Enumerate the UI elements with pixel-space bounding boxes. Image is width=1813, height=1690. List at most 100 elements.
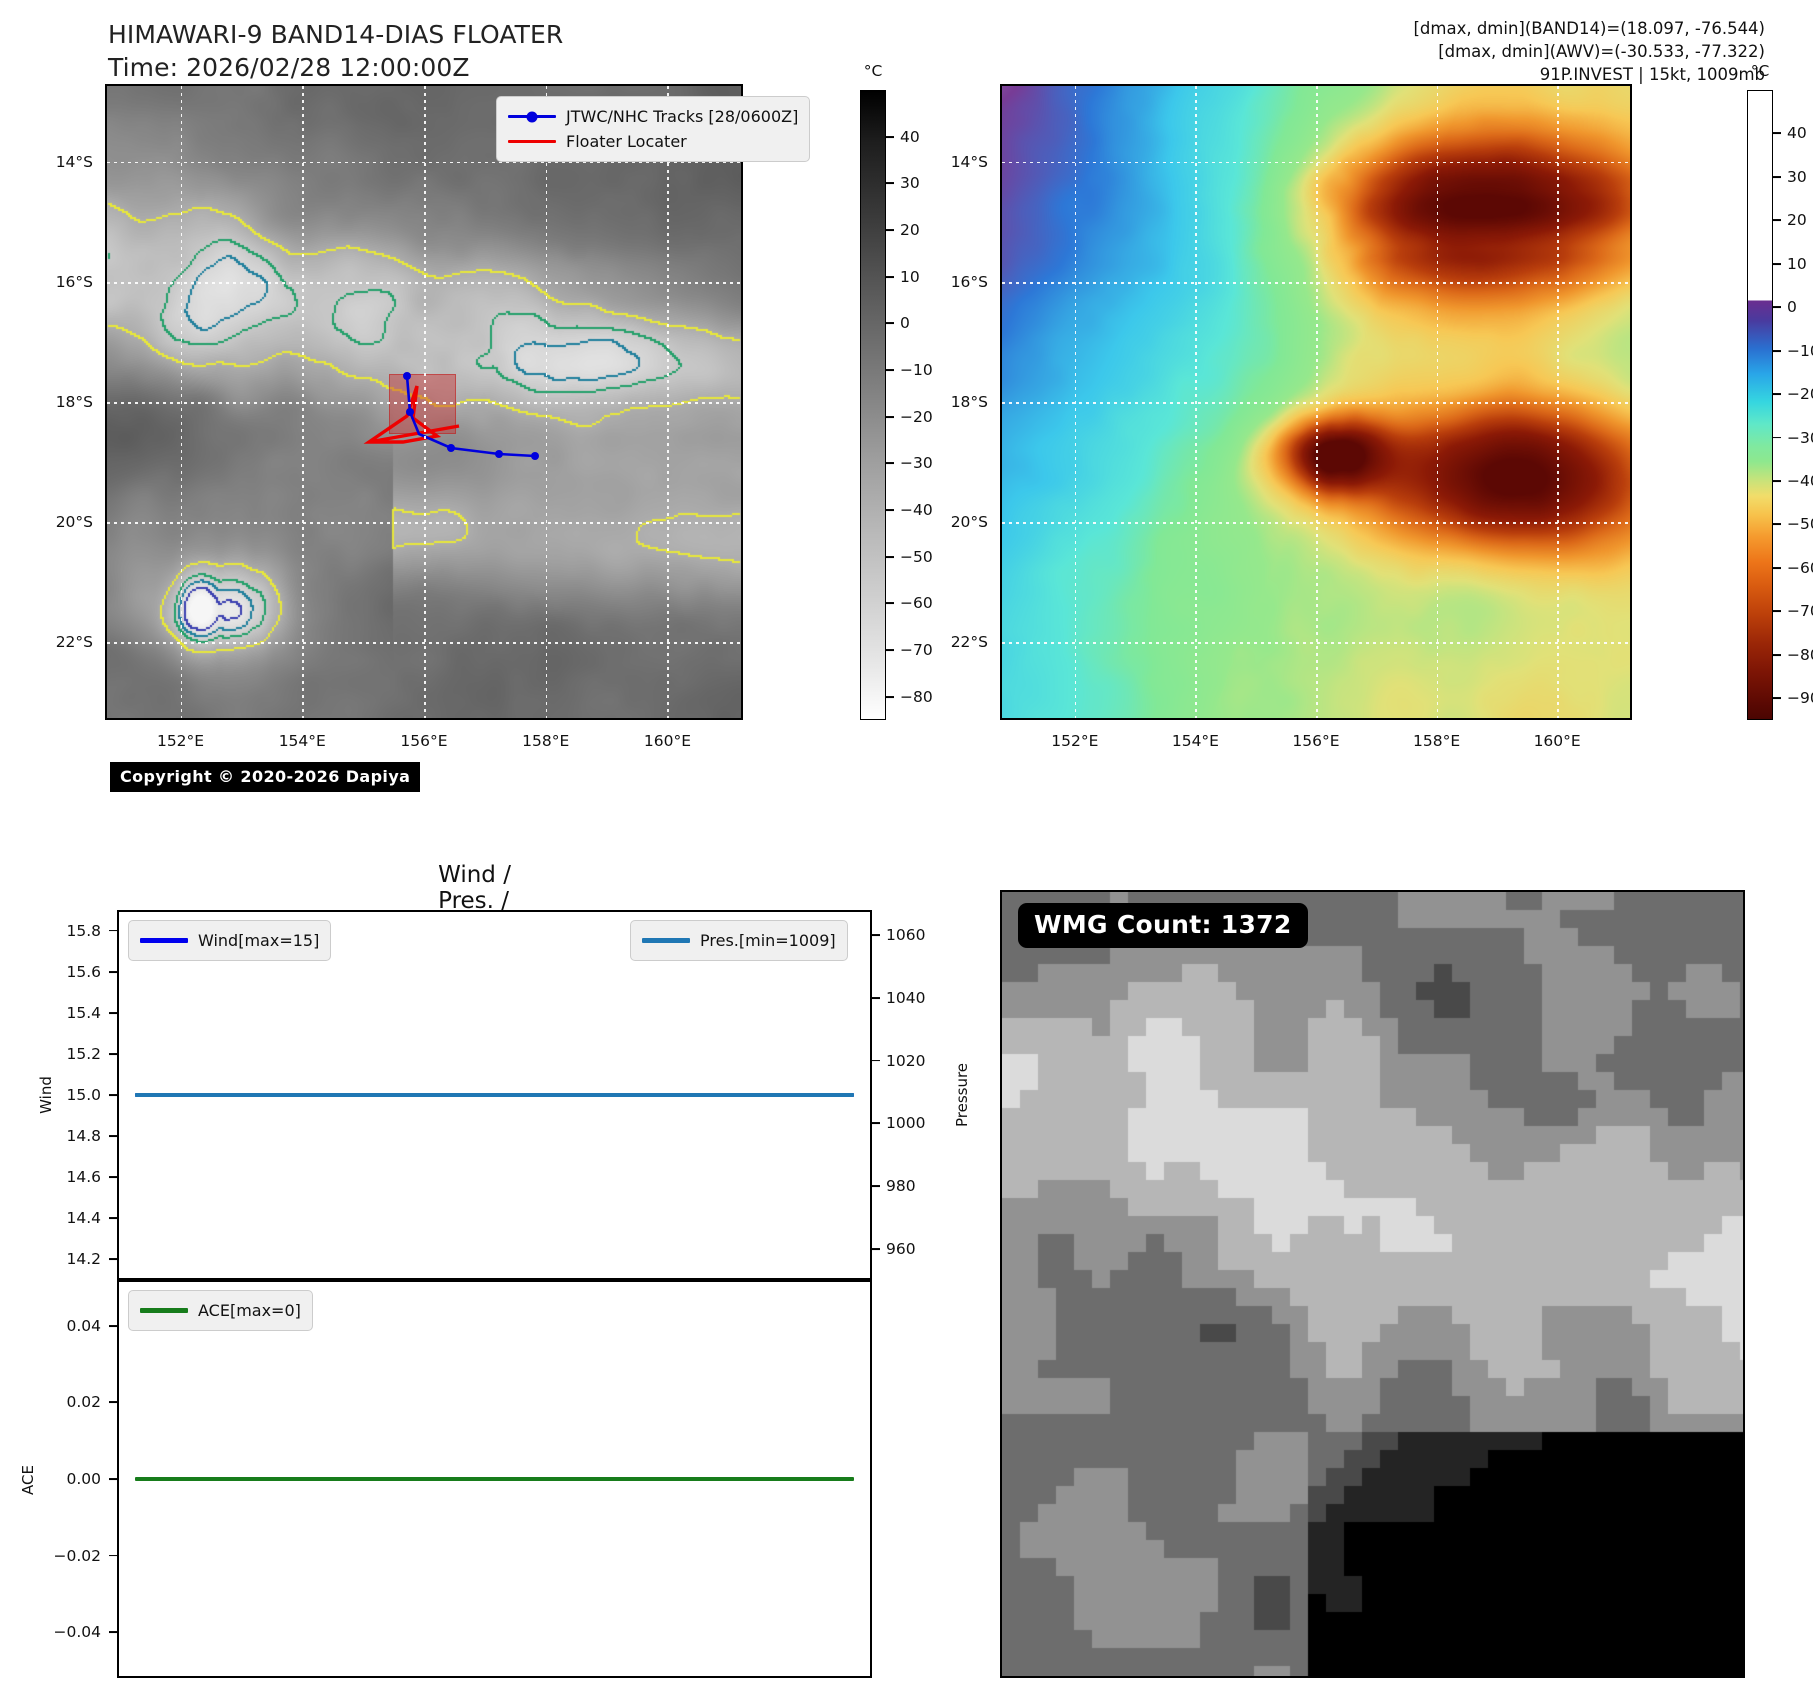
ir-colorbar-tickmark <box>886 462 894 465</box>
awv-map[interactable] <box>1000 84 1632 720</box>
ace-chart-ytickmark <box>109 1401 117 1404</box>
wind-chart-ytick-label: 15.4 <box>66 1003 101 1022</box>
ir-map-lat-tick: 16°S <box>55 272 93 291</box>
ir-colorbar-tickmark <box>886 509 894 511</box>
awv-colorbar-tickmark <box>1773 480 1781 482</box>
floater-locater-path <box>363 385 460 444</box>
awv-colorbar-tickmark <box>1773 610 1781 613</box>
awv-colorbar-tick-label: 20 <box>1787 211 1807 230</box>
awv-colorbar-tick-label: −50 <box>1787 515 1813 534</box>
awv-colorbar-tick-label: 0 <box>1787 298 1797 317</box>
wmg-map[interactable] <box>1000 890 1745 1678</box>
awv-colorbar-tick-label: −90 <box>1787 689 1813 708</box>
wind-chart-ytick-label: 15.0 <box>66 1086 101 1104</box>
ir-map-lon-tick: 152°E <box>156 732 205 750</box>
ir-colorbar-tick-label: 20 <box>900 221 920 239</box>
ir-colorbar-tick-label: −80 <box>900 687 933 706</box>
ir-map-lat-tick: 20°S <box>55 513 93 532</box>
awv-colorbar-tickmark <box>1773 393 1781 396</box>
awv-colorbar-tick-label: −30 <box>1787 428 1813 447</box>
ace-chart-ytick-label: 0.02 <box>66 1393 101 1412</box>
awv-map-lat-tick: 20°S <box>950 513 988 532</box>
ace-axis-label: ACE <box>19 1465 37 1495</box>
ir-colorbar-tick-label: 30 <box>900 174 920 193</box>
ir-colorbar-tickmark <box>886 275 894 278</box>
awv-colorbar <box>1747 90 1773 720</box>
wind-chart-ytick-label: 14.2 <box>66 1250 101 1269</box>
ir-colorbar-unit: °C <box>863 62 883 80</box>
awv-map-gridline-lon <box>1436 86 1439 718</box>
awv-map-lon-tick: 152°E <box>1051 732 1099 750</box>
legend-label-tracks: JTWC/NHC Tracks [28/0600Z] <box>566 107 799 126</box>
ir-colorbar-tickmark <box>886 415 894 418</box>
wind-chart-ytick-label: 14.4 <box>66 1209 101 1228</box>
awv-map-lon-tick: 160°E <box>1533 732 1581 750</box>
wind-chart-y2tickmark <box>872 1184 880 1187</box>
ir-map-lon-tick: 160°E <box>643 732 692 750</box>
wind-chart-ytickmark <box>109 1094 117 1096</box>
ace-legend: ACE[max=0] <box>128 1290 313 1331</box>
wind-chart-y2tickmark <box>872 996 880 999</box>
legend-item-pressure: Pres.[min=1009] <box>642 928 836 953</box>
awv-map-gridline-lon <box>1074 86 1077 718</box>
awv-colorbar-tick-label: −60 <box>1787 558 1813 577</box>
wind-chart-y2tickmark <box>872 1122 880 1125</box>
awv-colorbar-tickmark <box>1773 349 1781 352</box>
awv-map-gridline-lon <box>1195 86 1198 718</box>
track-point-2 <box>447 444 455 452</box>
awv-colorbar-tick-label: −20 <box>1787 385 1813 404</box>
wind-chart-y2tick-label: 1000 <box>886 1114 926 1133</box>
awv-map-lat-tick: 16°S <box>950 272 988 291</box>
ir-colorbar-tickmark <box>886 649 894 651</box>
ir-map-gridline-lon <box>302 86 304 718</box>
ir-colorbar-tickmark <box>886 229 894 231</box>
ir-map-legend: JTWC/NHC Tracks [28/0600Z] Floater Locat… <box>496 96 811 162</box>
pressure-axis-label: Pressure <box>953 1062 971 1128</box>
ir-map[interactable] <box>105 84 743 720</box>
ir-colorbar-tickmark <box>886 135 894 138</box>
track-point-0 <box>403 372 411 380</box>
ir-colorbar-tick-label: 40 <box>900 127 920 146</box>
wmg-count-badge: WMG Count: 1372 <box>1018 903 1308 948</box>
ace-chart-ytickmark <box>109 1324 117 1327</box>
awv-map-lon-tick: 154°E <box>1171 732 1219 750</box>
wind-chart-y2tick-label: 1060 <box>886 926 926 945</box>
legend-item-ace: ACE[max=0] <box>140 1298 301 1323</box>
awv-colorbar-tickmark <box>1773 175 1781 178</box>
wind-chart-ytickmark <box>109 1217 117 1220</box>
wind-chart-y2tickmark <box>872 934 880 937</box>
ir-colorbar-tickmark <box>886 369 894 371</box>
jtwc-track-path <box>405 375 536 458</box>
ir-colorbar-tick-label: 0 <box>900 314 910 333</box>
ir-colorbar-tickmark <box>886 182 894 185</box>
ir-colorbar-tickmark <box>886 555 894 558</box>
wind-chart-ytickmark <box>109 1258 117 1261</box>
wind-chart-ytick-label: 15.8 <box>66 921 101 940</box>
ir-colorbar-tick-label: 10 <box>900 267 920 286</box>
ir-map-gridline-lon <box>545 86 548 718</box>
legend-label-ace: ACE[max=0] <box>198 1301 301 1320</box>
ace-chart-ytick-label: −0.04 <box>53 1623 102 1642</box>
wind-chart-ytickmark <box>109 970 117 973</box>
ir-colorbar-tick-label: −40 <box>900 501 933 519</box>
wind-chart-ytickmark <box>109 1135 117 1138</box>
awv-colorbar-tick-label: −70 <box>1787 602 1813 621</box>
wind-chart-ytick-label: 15.6 <box>66 962 101 981</box>
track-point-1 <box>406 408 414 416</box>
ir-map-gridline-lon <box>180 86 183 718</box>
awv-map-lat-tick: 22°S <box>950 633 988 652</box>
ace-chart-ytick-label: 0.00 <box>66 1470 101 1488</box>
awv-colorbar-tickmark <box>1773 306 1781 309</box>
ace-chart-ytickmark <box>109 1554 117 1557</box>
legend-label-wind: Wind[max=15] <box>198 931 320 950</box>
wind-chart-ytick-label: 14.6 <box>66 1168 101 1187</box>
awv-colorbar-tick-label: 10 <box>1787 254 1807 273</box>
awv-colorbar-tickmark <box>1773 436 1781 439</box>
ir-colorbar-tickmark <box>886 322 894 325</box>
ir-map-gridline-lon <box>667 86 670 718</box>
ir-map-lat-tick: 22°S <box>55 633 93 652</box>
wind-axis-label: Wind <box>37 1076 55 1114</box>
awv-map-lat-tick: 14°S <box>950 152 988 171</box>
ir-colorbar-tick-label: −60 <box>900 594 933 613</box>
